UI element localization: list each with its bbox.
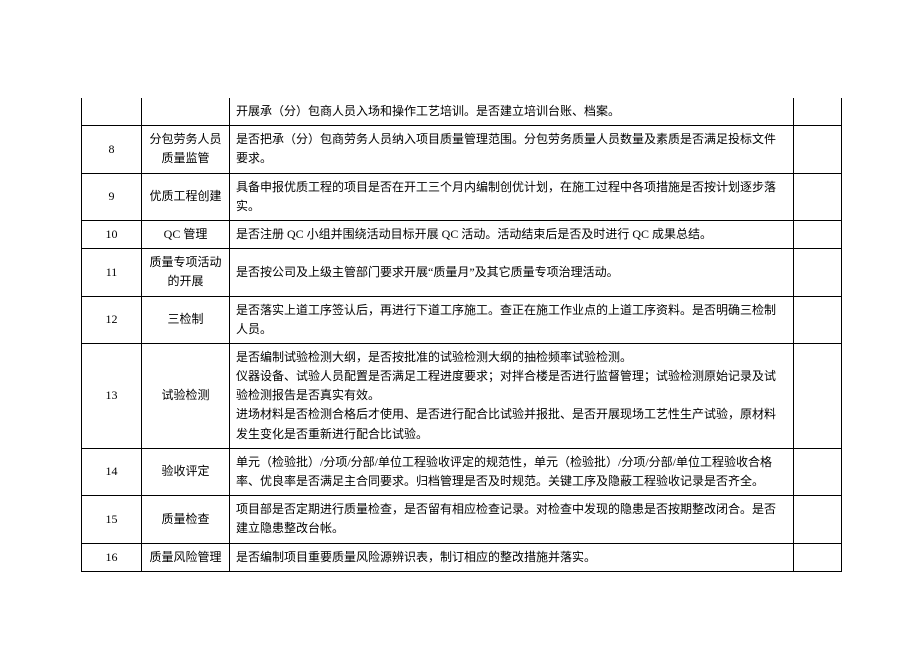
remark-cell xyxy=(794,543,842,571)
category-cell: 三检制 xyxy=(142,296,230,343)
category-cell xyxy=(142,98,230,126)
remark-cell xyxy=(794,98,842,126)
remark-cell xyxy=(794,296,842,343)
row-number: 16 xyxy=(82,543,142,571)
table-row: 11质量专项活动的开展是否按公司及上级主管部门要求开展“质量月”及其它质量专项治… xyxy=(82,249,842,296)
remark-cell xyxy=(794,496,842,543)
remark-cell xyxy=(794,448,842,495)
category-cell: 质量检查 xyxy=(142,496,230,543)
table-row: 8分包劳务人员质量监管是否把承（分）包商劳务人员纳入项目质量管理范围。分包劳务质… xyxy=(82,126,842,173)
remark-cell xyxy=(794,249,842,296)
row-number: 9 xyxy=(82,173,142,220)
description-cell: 项目部是否定期进行质量检查，是否留有相应检查记录。对检查中发现的隐患是否按期整改… xyxy=(230,496,794,543)
remark-cell xyxy=(794,126,842,173)
category-cell: 优质工程创建 xyxy=(142,173,230,220)
row-number xyxy=(82,98,142,126)
row-number: 8 xyxy=(82,126,142,173)
remark-cell xyxy=(794,220,842,248)
row-number: 10 xyxy=(82,220,142,248)
table-row: 12三检制是否落实上道工序签认后，再进行下道工序施工。查正在施工作业点的上道工序… xyxy=(82,296,842,343)
table-row: 10QC 管理是否注册 QC 小组并围绕活动目标开展 QC 活动。活动结束后是否… xyxy=(82,220,842,248)
table-row: 14验收评定单元（检验批）/分项/分部/单位工程验收评定的规范性，单元（检验批）… xyxy=(82,448,842,495)
quality-table: 开展承（分）包商人员入场和操作工艺培训。是否建立培训台账、档案。8分包劳务人员质… xyxy=(81,98,842,572)
description-cell: 是否注册 QC 小组并围绕活动目标开展 QC 活动。活动结束后是否及时进行 QC… xyxy=(230,220,794,248)
table-row: 15质量检查项目部是否定期进行质量检查，是否留有相应检查记录。对检查中发现的隐患… xyxy=(82,496,842,543)
description-cell: 是否编制项目重要质量风险源辨识表，制订相应的整改措施并落实。 xyxy=(230,543,794,571)
description-cell: 是否落实上道工序签认后，再进行下道工序施工。查正在施工作业点的上道工序资料。是否… xyxy=(230,296,794,343)
category-cell: 分包劳务人员质量监管 xyxy=(142,126,230,173)
description-cell: 单元（检验批）/分项/分部/单位工程验收评定的规范性，单元（检验批）/分项/分部… xyxy=(230,448,794,495)
row-number: 11 xyxy=(82,249,142,296)
row-number: 14 xyxy=(82,448,142,495)
category-cell: 验收评定 xyxy=(142,448,230,495)
description-cell: 是否按公司及上级主管部门要求开展“质量月”及其它质量专项治理活动。 xyxy=(230,249,794,296)
description-cell: 开展承（分）包商人员入场和操作工艺培训。是否建立培训台账、档案。 xyxy=(230,98,794,126)
row-number: 13 xyxy=(82,343,142,448)
row-number: 15 xyxy=(82,496,142,543)
category-cell: 质量风险管理 xyxy=(142,543,230,571)
category-cell: 质量专项活动的开展 xyxy=(142,249,230,296)
remark-cell xyxy=(794,173,842,220)
category-cell: 试验检测 xyxy=(142,343,230,448)
description-cell: 具备申报优质工程的项目是否在开工三个月内编制创优计划，在施工过程中各项措施是否按… xyxy=(230,173,794,220)
remark-cell xyxy=(794,343,842,448)
row-number: 12 xyxy=(82,296,142,343)
description-cell: 是否把承（分）包商劳务人员纳入项目质量管理范围。分包劳务质量人员数量及素质是否满… xyxy=(230,126,794,173)
table-row: 16质量风险管理是否编制项目重要质量风险源辨识表，制订相应的整改措施并落实。 xyxy=(82,543,842,571)
category-cell: QC 管理 xyxy=(142,220,230,248)
table-row: 9优质工程创建具备申报优质工程的项目是否在开工三个月内编制创优计划，在施工过程中… xyxy=(82,173,842,220)
table-row: 开展承（分）包商人员入场和操作工艺培训。是否建立培训台账、档案。 xyxy=(82,98,842,126)
table-row: 13试验检测是否编制试验检测大纲，是否按批准的试验检测大纲的抽检频率试验检测。 … xyxy=(82,343,842,448)
description-cell: 是否编制试验检测大纲，是否按批准的试验检测大纲的抽检频率试验检测。 仪器设备、试… xyxy=(230,343,794,448)
